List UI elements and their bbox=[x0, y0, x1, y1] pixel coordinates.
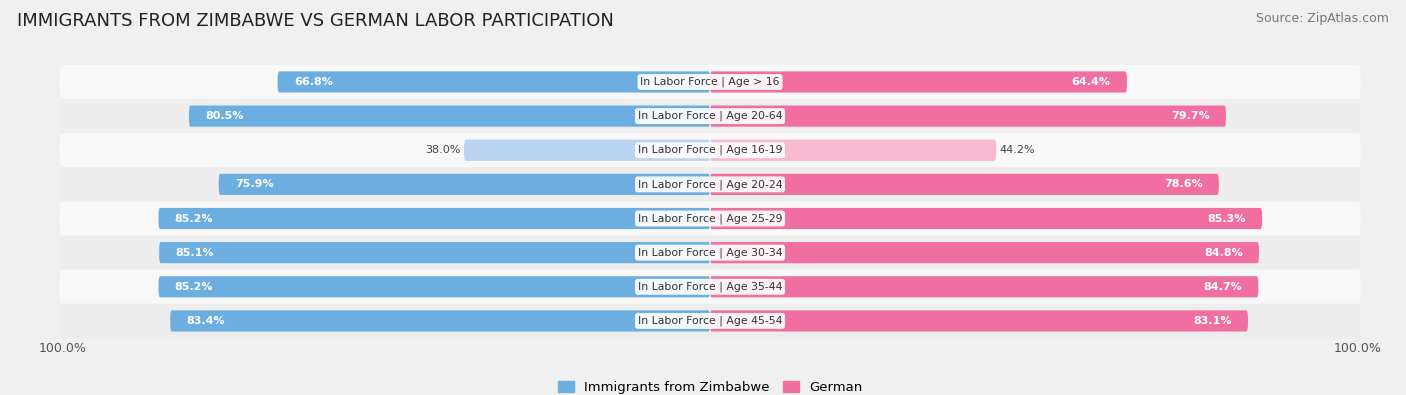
Text: In Labor Force | Age 30-34: In Labor Force | Age 30-34 bbox=[638, 247, 782, 258]
FancyBboxPatch shape bbox=[59, 235, 1361, 270]
FancyBboxPatch shape bbox=[710, 71, 1126, 92]
Legend: Immigrants from Zimbabwe, German: Immigrants from Zimbabwe, German bbox=[558, 381, 862, 394]
Text: 75.9%: 75.9% bbox=[235, 179, 274, 189]
FancyBboxPatch shape bbox=[710, 174, 1219, 195]
FancyBboxPatch shape bbox=[59, 99, 1361, 133]
FancyBboxPatch shape bbox=[464, 140, 710, 161]
Text: Source: ZipAtlas.com: Source: ZipAtlas.com bbox=[1256, 12, 1389, 25]
Text: 84.7%: 84.7% bbox=[1204, 282, 1241, 292]
FancyBboxPatch shape bbox=[59, 270, 1361, 304]
FancyBboxPatch shape bbox=[277, 71, 710, 92]
Text: 79.7%: 79.7% bbox=[1171, 111, 1209, 121]
FancyBboxPatch shape bbox=[710, 208, 1263, 229]
FancyBboxPatch shape bbox=[59, 65, 1361, 99]
Text: 66.8%: 66.8% bbox=[294, 77, 333, 87]
Text: 85.3%: 85.3% bbox=[1208, 214, 1246, 224]
Text: In Labor Force | Age > 16: In Labor Force | Age > 16 bbox=[640, 77, 780, 87]
FancyBboxPatch shape bbox=[710, 242, 1258, 263]
Text: In Labor Force | Age 45-54: In Labor Force | Age 45-54 bbox=[638, 316, 782, 326]
Text: 44.2%: 44.2% bbox=[1000, 145, 1035, 155]
Text: 83.4%: 83.4% bbox=[187, 316, 225, 326]
Text: IMMIGRANTS FROM ZIMBABWE VS GERMAN LABOR PARTICIPATION: IMMIGRANTS FROM ZIMBABWE VS GERMAN LABOR… bbox=[17, 12, 614, 30]
FancyBboxPatch shape bbox=[59, 167, 1361, 201]
FancyBboxPatch shape bbox=[59, 133, 1361, 167]
FancyBboxPatch shape bbox=[710, 310, 1249, 331]
FancyBboxPatch shape bbox=[159, 208, 710, 229]
Text: 83.1%: 83.1% bbox=[1194, 316, 1232, 326]
Text: In Labor Force | Age 20-64: In Labor Force | Age 20-64 bbox=[638, 111, 782, 121]
FancyBboxPatch shape bbox=[188, 105, 710, 127]
Text: 38.0%: 38.0% bbox=[426, 145, 461, 155]
Text: In Labor Force | Age 25-29: In Labor Force | Age 25-29 bbox=[638, 213, 782, 224]
Text: 80.5%: 80.5% bbox=[205, 111, 243, 121]
FancyBboxPatch shape bbox=[710, 276, 1258, 297]
FancyBboxPatch shape bbox=[710, 140, 995, 161]
Text: 85.1%: 85.1% bbox=[176, 248, 214, 258]
FancyBboxPatch shape bbox=[59, 201, 1361, 235]
Text: 64.4%: 64.4% bbox=[1071, 77, 1111, 87]
FancyBboxPatch shape bbox=[159, 276, 710, 297]
Text: 84.8%: 84.8% bbox=[1204, 248, 1243, 258]
FancyBboxPatch shape bbox=[159, 242, 710, 263]
FancyBboxPatch shape bbox=[219, 174, 710, 195]
Text: In Labor Force | Age 20-24: In Labor Force | Age 20-24 bbox=[638, 179, 782, 190]
Text: In Labor Force | Age 35-44: In Labor Force | Age 35-44 bbox=[638, 282, 782, 292]
Text: 78.6%: 78.6% bbox=[1164, 179, 1202, 189]
Text: In Labor Force | Age 16-19: In Labor Force | Age 16-19 bbox=[638, 145, 782, 156]
FancyBboxPatch shape bbox=[170, 310, 710, 331]
FancyBboxPatch shape bbox=[59, 304, 1361, 338]
Text: 85.2%: 85.2% bbox=[174, 214, 214, 224]
FancyBboxPatch shape bbox=[710, 105, 1226, 127]
Text: 85.2%: 85.2% bbox=[174, 282, 214, 292]
